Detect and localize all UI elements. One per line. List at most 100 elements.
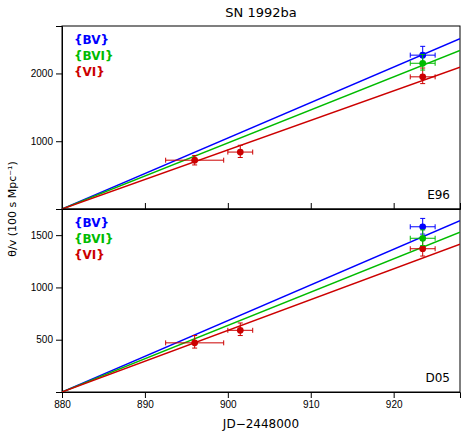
y-axis: 500 1000 1500 bbox=[31, 210, 63, 393]
x-error-cap bbox=[410, 246, 411, 251]
y-error-cap bbox=[420, 229, 425, 230]
data-point bbox=[419, 73, 426, 80]
plot-frame bbox=[62, 209, 460, 392]
y-tick-mark bbox=[56, 141, 62, 142]
x-tick-mark bbox=[311, 203, 312, 209]
data-point bbox=[237, 149, 244, 156]
y-tick-label: 1500 bbox=[31, 230, 54, 241]
x-error-cap bbox=[223, 158, 224, 163]
y-error-cap bbox=[238, 335, 243, 336]
axis-domain bbox=[63, 393, 461, 399]
x-error-cap bbox=[435, 53, 436, 58]
x-error-cap bbox=[410, 61, 411, 66]
y-tick: 1000 bbox=[31, 282, 62, 293]
series-line bbox=[62, 39, 460, 209]
y-tick: 500 bbox=[36, 334, 62, 345]
error-bar bbox=[410, 54, 435, 70]
y-tick-label: 1000 bbox=[31, 136, 54, 147]
axis-domain bbox=[56, 210, 63, 393]
x-tick bbox=[394, 203, 395, 209]
axis-domain bbox=[56, 27, 63, 210]
y-error-cap bbox=[420, 245, 425, 246]
x-tick-label: 920 bbox=[386, 399, 403, 410]
y-error-cap bbox=[420, 218, 425, 219]
data-point bbox=[419, 235, 426, 242]
legend-entry: {VI} bbox=[74, 248, 105, 262]
x-error-cap bbox=[227, 150, 228, 155]
x-error-cap bbox=[435, 224, 436, 229]
x-tick-label: 880 bbox=[54, 399, 71, 410]
y-tick-mark bbox=[56, 73, 62, 74]
y-error-cap bbox=[238, 157, 243, 158]
data-point bbox=[191, 157, 198, 164]
plot-marks bbox=[62, 39, 460, 209]
x-tick: 910 bbox=[303, 392, 320, 410]
y-error-cap bbox=[238, 322, 243, 323]
x-tick-label: 890 bbox=[137, 399, 154, 410]
x-tick bbox=[311, 203, 312, 209]
x-error-cap bbox=[223, 340, 224, 345]
error-bar bbox=[166, 336, 224, 349]
x-tick: 920 bbox=[386, 392, 403, 410]
x-error-cap bbox=[165, 158, 166, 163]
plot-frame bbox=[62, 26, 460, 209]
x-error-cap bbox=[435, 74, 436, 79]
title: SN 1992ba bbox=[225, 5, 296, 20]
plot-marks bbox=[62, 218, 460, 392]
x-tick: 900 bbox=[220, 392, 237, 410]
series-line bbox=[62, 67, 460, 209]
legend-entry: {BVI} bbox=[74, 49, 114, 63]
x-tick-label: 900 bbox=[220, 399, 237, 410]
data-point bbox=[419, 245, 426, 252]
x-tick: 890 bbox=[137, 392, 154, 410]
y-tick-mark bbox=[56, 235, 62, 236]
x-tick-mark bbox=[145, 203, 146, 209]
y-error-cap bbox=[420, 54, 425, 55]
y-tick-label: 2000 bbox=[31, 68, 54, 79]
x-axis-title: JD−2448000 bbox=[222, 417, 299, 431]
x-tick: 880 bbox=[54, 392, 71, 410]
y-tick: 1000 bbox=[31, 136, 62, 147]
error-bar bbox=[410, 230, 435, 246]
legend-entry: {BV} bbox=[74, 216, 109, 230]
y-tick-mark bbox=[56, 287, 62, 288]
x-tick bbox=[145, 203, 146, 209]
legend: {BV}{BVI}{VI} bbox=[74, 33, 114, 79]
y-error-cap bbox=[420, 83, 425, 84]
x-error-cap bbox=[410, 236, 411, 241]
x-error-cap bbox=[410, 224, 411, 229]
legend-entry: {VI} bbox=[74, 65, 105, 79]
y-axis-title: θ/v (100 s Mpc⁻¹) bbox=[6, 161, 19, 256]
error-bar bbox=[228, 323, 253, 336]
series-line bbox=[62, 50, 460, 209]
series-line bbox=[62, 244, 460, 392]
x-error-cap bbox=[410, 53, 411, 58]
y-error-cap bbox=[192, 164, 197, 165]
x-error-cap bbox=[410, 74, 411, 79]
series-line bbox=[62, 232, 460, 392]
x-error-cap bbox=[252, 328, 253, 333]
data-point bbox=[419, 60, 426, 67]
y-error-cap bbox=[192, 348, 197, 349]
x-tick-mark bbox=[145, 392, 146, 398]
error-bar bbox=[166, 155, 224, 164]
data-point bbox=[237, 327, 244, 334]
series-line bbox=[62, 221, 460, 392]
x-error-cap bbox=[165, 340, 166, 345]
x-error-cap bbox=[435, 61, 436, 66]
x-tick-mark bbox=[311, 392, 312, 398]
x-tick-mark bbox=[228, 203, 229, 209]
error-bar bbox=[410, 68, 435, 84]
panel-label: E96 bbox=[427, 188, 450, 202]
y-tick-label: 1000 bbox=[31, 282, 54, 293]
x-tick bbox=[228, 203, 229, 209]
y-error-cap bbox=[192, 335, 197, 336]
x-tick-label: 910 bbox=[303, 399, 320, 410]
y-error-cap bbox=[420, 70, 425, 71]
y-tick: 2000 bbox=[31, 68, 62, 79]
chart: 1000 2000 {BV} {BVI} {VI} E96 SN 1992ba θ/v (10… bbox=[0, 0, 474, 436]
error-bar bbox=[228, 145, 253, 157]
x-axis: 880 890 900 910 920 bbox=[54, 392, 460, 410]
x-tick-mark bbox=[394, 392, 395, 398]
y-axis: 1000 2000 bbox=[31, 27, 63, 210]
